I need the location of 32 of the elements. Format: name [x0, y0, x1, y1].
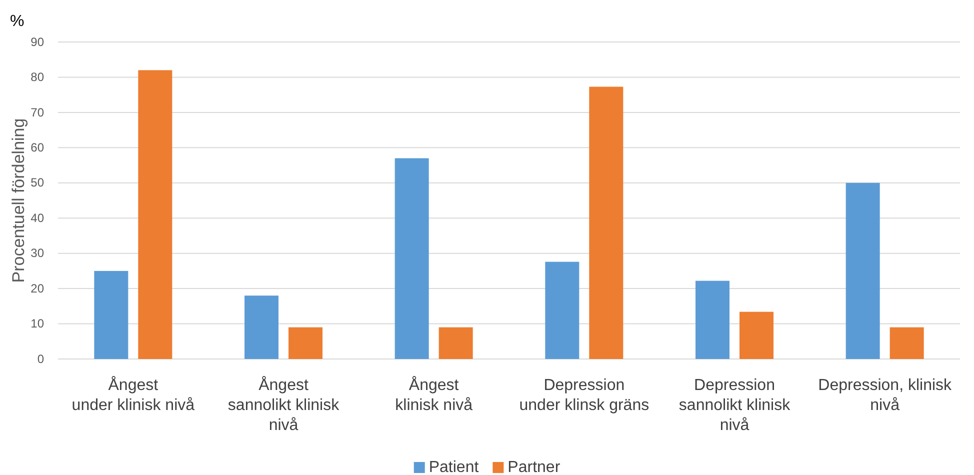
x-tick-label: Depression under klinsk gräns [519, 377, 650, 414]
y-tick-label: 80 [30, 70, 44, 84]
legend-label: Partner [508, 459, 561, 475]
bar [846, 182, 880, 359]
bar [394, 158, 429, 359]
legend-label: Patient [428, 459, 480, 475]
y-tick-label: 90 [30, 34, 44, 49]
bar [545, 262, 580, 359]
y-tick-label: 50 [30, 176, 44, 190]
bar [244, 296, 278, 359]
bar [138, 70, 172, 359]
y-tick-label: 20 [30, 281, 44, 296]
y-tick-label: 40 [30, 210, 44, 225]
y-tick-label: 70 [30, 105, 44, 120]
bar [94, 270, 128, 359]
y-tick-label: 0 [37, 352, 44, 366]
bar [696, 280, 730, 359]
bar [589, 86, 624, 359]
y-axis-title: Procentuell fördelning [9, 118, 28, 283]
x-tick-label: Depression, klinisk nivå [818, 377, 953, 414]
y-tick-label: 30 [30, 246, 44, 260]
bar [438, 327, 473, 359]
bar [740, 312, 774, 359]
bar [288, 327, 322, 359]
x-tick-label: Ångest sannolikt klinisk nivå [228, 376, 340, 434]
x-tick-label: Ångest under klinisk nivå [72, 376, 195, 414]
y-tick-label: 60 [30, 140, 44, 155]
x-tick-label: Ångest klinisk nivå [395, 376, 473, 414]
text: % [10, 13, 24, 30]
y-tick-label: 10 [30, 316, 44, 331]
bar [890, 327, 924, 359]
x-tick-label: Depression sannolikt klinisk nivå [678, 377, 792, 434]
